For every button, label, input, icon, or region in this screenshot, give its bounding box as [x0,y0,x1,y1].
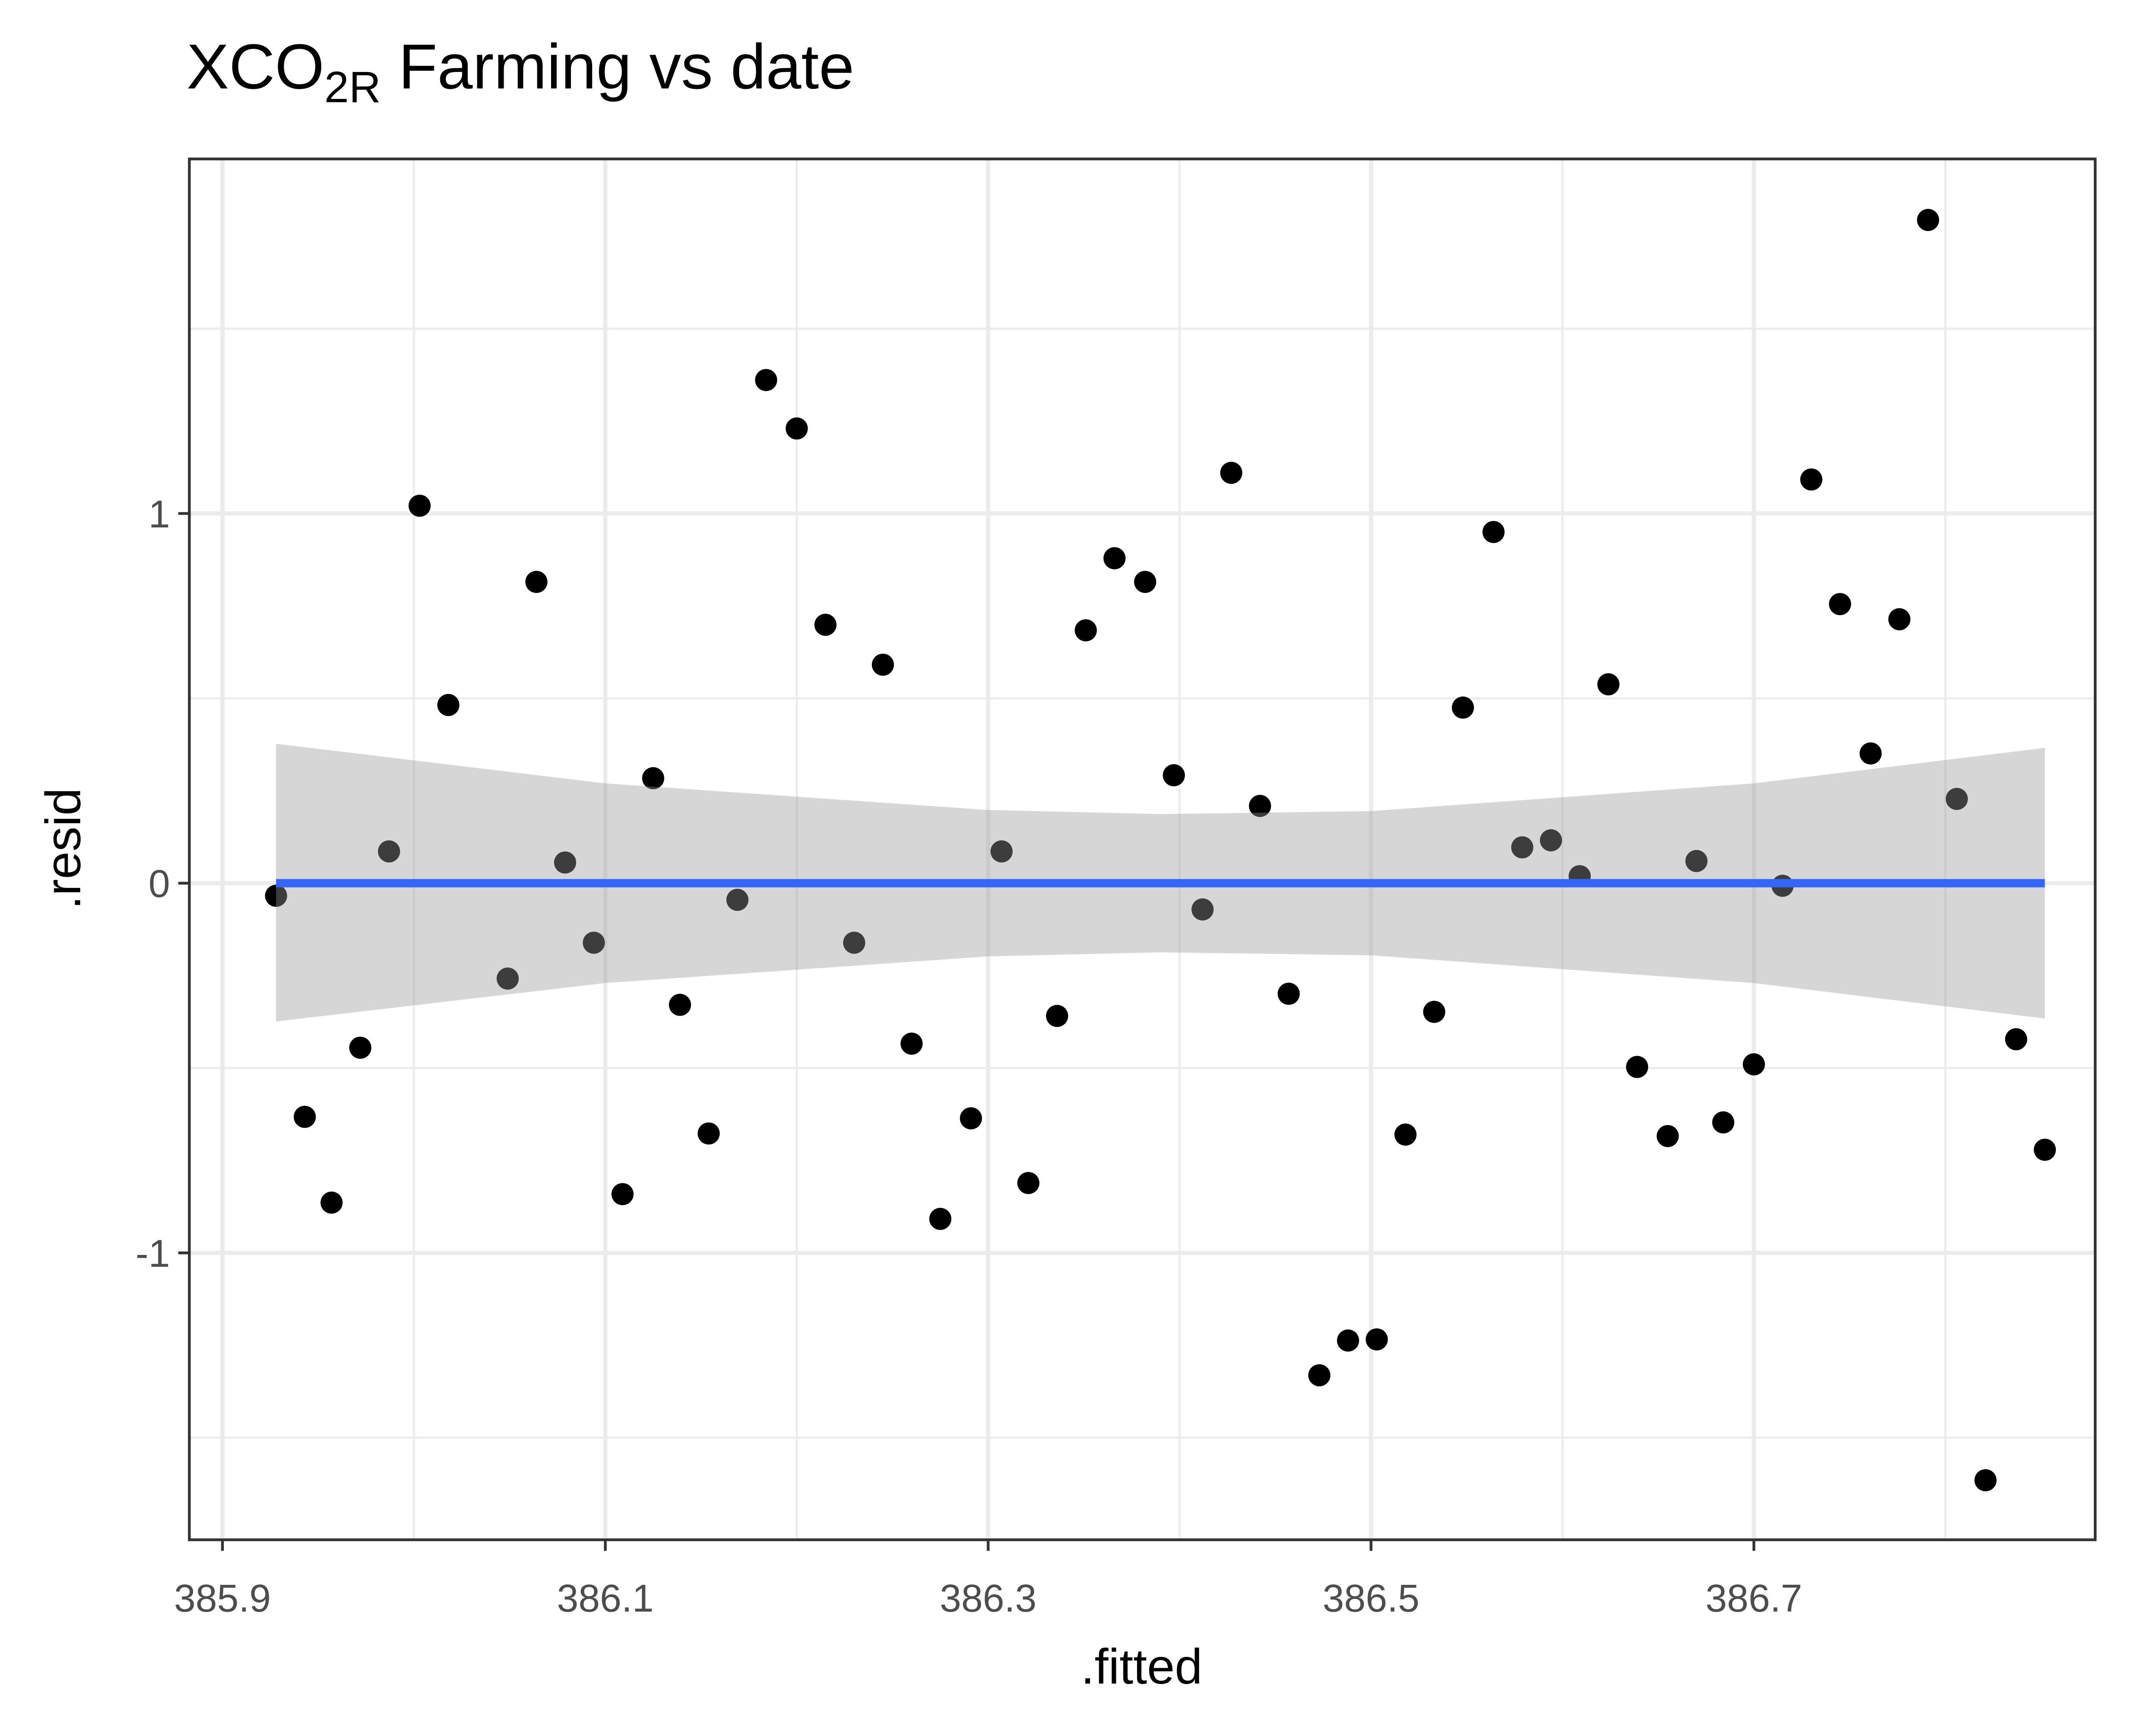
y-axis-label: .resid [36,788,91,910]
point [496,967,519,990]
point [408,495,431,517]
point [1829,593,1851,615]
point [755,369,777,391]
point [726,888,749,911]
point [1888,608,1911,630]
point [1075,619,1097,642]
point [554,851,577,874]
point [871,653,894,676]
point [349,1036,372,1059]
point [1800,468,1823,491]
point [929,1208,952,1230]
point [611,1183,634,1205]
point [1278,982,1300,1005]
point [1046,1005,1069,1027]
point [1394,1123,1417,1146]
title-part: Farming vs date [381,31,854,102]
point [1685,850,1708,872]
point [525,571,548,593]
x-tick-label: 386.3 [940,1577,1037,1620]
point [1482,521,1505,543]
point [1712,1111,1735,1134]
x-tick-label: 386.7 [1705,1577,1802,1620]
title-part: XCO [187,31,324,102]
point [697,1122,720,1145]
point [1974,1469,1997,1492]
chart-title: XCO2R Farming vs date [187,31,854,112]
x-tick-label: 386.1 [557,1577,654,1620]
point [990,840,1013,862]
title-subscript: 2R [324,62,381,112]
point [1597,673,1620,696]
point [378,840,400,862]
point [900,1032,923,1055]
point [786,417,808,440]
y-tick-label: -1 [135,1232,170,1275]
point [1742,1053,1765,1076]
point [1917,209,1940,231]
plot-background [189,159,2095,1540]
point [1337,1329,1359,1352]
point [1946,787,1968,810]
point [437,694,460,716]
point [583,932,605,954]
point [669,994,691,1016]
point [1191,898,1214,921]
point [1626,1056,1648,1078]
x-tick-label: 385.9 [174,1577,271,1620]
point [1451,696,1474,719]
plot-frame [188,157,2097,1541]
point [960,1107,982,1129]
y-tick-label: 0 [148,862,170,906]
point [1308,1364,1331,1386]
point [843,932,865,954]
point [1366,1328,1388,1351]
point [1249,795,1271,817]
x-tick-label: 386.5 [1322,1577,1420,1620]
point [814,614,837,636]
point [1657,1125,1679,1148]
point [642,767,664,790]
point [1017,1172,1040,1194]
point [1103,547,1126,570]
point [294,1106,316,1128]
point [1220,461,1243,484]
point [2005,1028,2028,1051]
y-tick-label: 1 [148,493,170,536]
point [265,884,287,907]
point [1511,836,1533,859]
point [2034,1138,2056,1161]
point [1134,571,1156,593]
point [320,1192,343,1214]
point [1423,1000,1445,1023]
point [1859,742,1882,765]
x-axis-label: .fitted [1081,1639,1202,1694]
point [1163,764,1185,787]
point [1540,829,1562,852]
